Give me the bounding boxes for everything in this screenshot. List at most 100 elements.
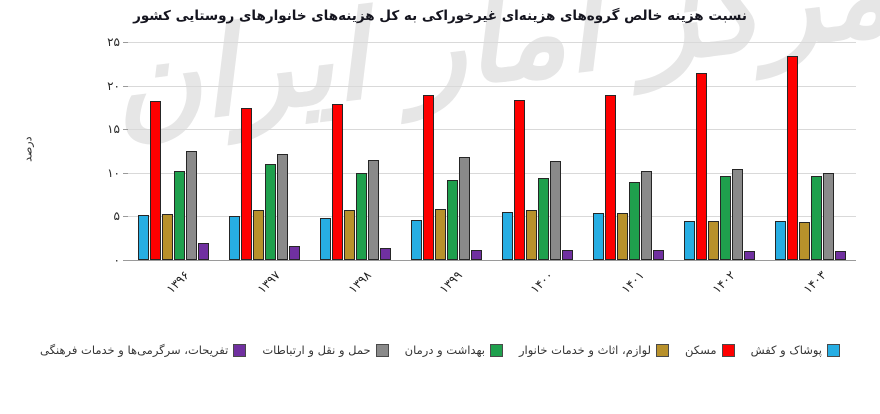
y-tick-label: ۰ — [113, 253, 120, 267]
bar-group-1402 — [674, 42, 765, 260]
legend-item-2: لوازم، اثاث و خدمات خانوار — [518, 343, 670, 357]
y-tick-label: ۲۰ — [107, 78, 120, 93]
bar-series-2-year-1398 — [344, 210, 355, 260]
bar-group-1403 — [765, 42, 856, 260]
gridline — [128, 85, 856, 87]
y-tick-label: ۱۰ — [107, 165, 120, 180]
bar-series-1-year-1400 — [514, 99, 525, 260]
bar-series-1-year-1396 — [150, 101, 161, 260]
bar-series-2-year-1403 — [799, 221, 810, 260]
y-tick-mark — [123, 85, 128, 87]
bar-group-1399 — [401, 42, 492, 260]
y-tick-mark — [123, 129, 128, 131]
bar-series-4-year-1402 — [732, 169, 743, 260]
gridline — [128, 42, 856, 43]
x-tick-label-1400: ۱۴۰۰ — [527, 268, 556, 297]
plot-area: ۰ ۵ ۱۰ ۱۵ ۲۰ ۲۵ — [107, 35, 856, 267]
bar-series-3-year-1403 — [811, 176, 822, 260]
bar-series-5-year-1401 — [653, 250, 664, 260]
bar-series-5-year-1403 — [835, 251, 846, 260]
legend-item-1: مسکن — [685, 343, 735, 357]
bar-series-2-year-1400 — [526, 210, 537, 260]
legend-swatch-icon — [656, 343, 670, 357]
x-tick-label-1399: ۱۳۹۹ — [436, 268, 465, 297]
bar-series-0-year-1403 — [775, 220, 786, 260]
legend-label: مسکن — [685, 343, 717, 357]
bar-series-4-year-1398 — [368, 159, 379, 260]
y-tick-label: ۱۵ — [107, 122, 120, 137]
bar-series-4-year-1396 — [186, 151, 197, 260]
y-tick-mark — [123, 260, 128, 261]
bar-series-0-year-1398 — [320, 218, 331, 260]
bar-series-1-year-1402 — [696, 72, 707, 260]
bar-series-5-year-1399 — [471, 249, 482, 260]
chart-title: نسبت هزینه خالص گروه‌های هزینه‌ای غیرخور… — [133, 8, 747, 24]
bar-series-4-year-1399 — [459, 157, 470, 260]
bar-series-5-year-1397 — [289, 246, 300, 260]
y-tick-mark — [123, 216, 128, 218]
bar-group-1397 — [219, 42, 310, 260]
bar-series-5-year-1398 — [380, 247, 391, 260]
x-tick-label-1396: ۱۳۹۶ — [163, 268, 192, 297]
bar-series-2-year-1397 — [253, 210, 264, 260]
bar-group-1400 — [492, 42, 583, 260]
x-tick-label-1401: ۱۴۰۱ — [618, 268, 647, 297]
bar-series-2-year-1402 — [708, 220, 719, 260]
bar-series-1-year-1399 — [423, 95, 434, 260]
bar-series-1-year-1397 — [241, 108, 252, 260]
y-tick-mark — [123, 172, 128, 174]
bar-series-1-year-1398 — [332, 103, 343, 260]
bar-series-3-year-1402 — [720, 176, 731, 260]
bar-group-1398 — [310, 42, 401, 260]
gridline — [128, 216, 856, 218]
bar-series-3-year-1400 — [538, 178, 549, 260]
legend-swatch-icon — [375, 343, 389, 357]
bar-series-0-year-1402 — [684, 220, 695, 260]
bar-series-1-year-1403 — [787, 55, 798, 260]
legend-label: پوشاک و کفش — [750, 343, 822, 357]
bar-group-1401 — [583, 42, 674, 260]
bar-series-2-year-1401 — [617, 212, 628, 260]
x-tick-label-1402: ۱۴۰۲ — [709, 268, 738, 297]
bar-groups — [128, 42, 856, 260]
bar-series-4-year-1403 — [823, 172, 834, 260]
x-tick-label-1403: ۱۴۰۳ — [800, 268, 829, 297]
bar-series-1-year-1401 — [605, 95, 616, 260]
legend-item-0: پوشاک و کفش — [751, 343, 840, 357]
legend-label: بهداشت و درمان — [404, 343, 485, 357]
x-tick-label-1397: ۱۳۹۷ — [254, 268, 283, 297]
bar-series-4-year-1401 — [641, 171, 652, 260]
x-tick-label-1398: ۱۳۹۸ — [345, 268, 374, 297]
legend-swatch-icon — [826, 343, 840, 357]
legend-swatch-icon — [721, 343, 735, 357]
bar-series-4-year-1397 — [277, 153, 288, 260]
bar-series-2-year-1399 — [435, 208, 446, 260]
bar-series-3-year-1397 — [265, 164, 276, 260]
gridline — [128, 129, 856, 131]
bar-series-3-year-1398 — [356, 172, 367, 260]
legend-swatch-icon — [489, 343, 503, 357]
bar-series-5-year-1402 — [744, 251, 755, 260]
y-tick-mark — [123, 42, 128, 43]
bar-series-4-year-1400 — [550, 160, 561, 260]
legend-item-3: بهداشت و درمان — [405, 343, 503, 357]
y-axis-title: درصد — [21, 136, 35, 162]
legend-swatch-icon — [233, 343, 247, 357]
bar-series-0-year-1396 — [138, 214, 149, 260]
gridline — [128, 172, 856, 174]
bar-series-5-year-1400 — [562, 249, 573, 260]
legend-item-5: تفریحات، سرگرمی‌ها و خدمات فرهنگی — [40, 343, 247, 357]
bar-series-3-year-1401 — [629, 181, 640, 260]
legend-label: لوازم، اثاث و خدمات خانوار — [518, 343, 652, 357]
bar-series-0-year-1400 — [502, 212, 513, 260]
y-tick-label: ۵ — [113, 209, 120, 224]
bar-series-0-year-1399 — [411, 219, 422, 260]
legend-label: حمل و نقل و ارتباطات — [262, 343, 371, 357]
legend-item-4: حمل و نقل و ارتباطات — [262, 343, 389, 357]
bar-series-0-year-1401 — [593, 212, 604, 260]
legend: پوشاک و کفش مسکن لوازم، اثاث و خدمات خانوا… — [0, 343, 880, 357]
bar-series-5-year-1396 — [198, 243, 209, 260]
legend-label: تفریحات، سرگرمی‌ها و خدمات فرهنگی — [40, 343, 229, 357]
bar-series-2-year-1396 — [162, 213, 173, 260]
